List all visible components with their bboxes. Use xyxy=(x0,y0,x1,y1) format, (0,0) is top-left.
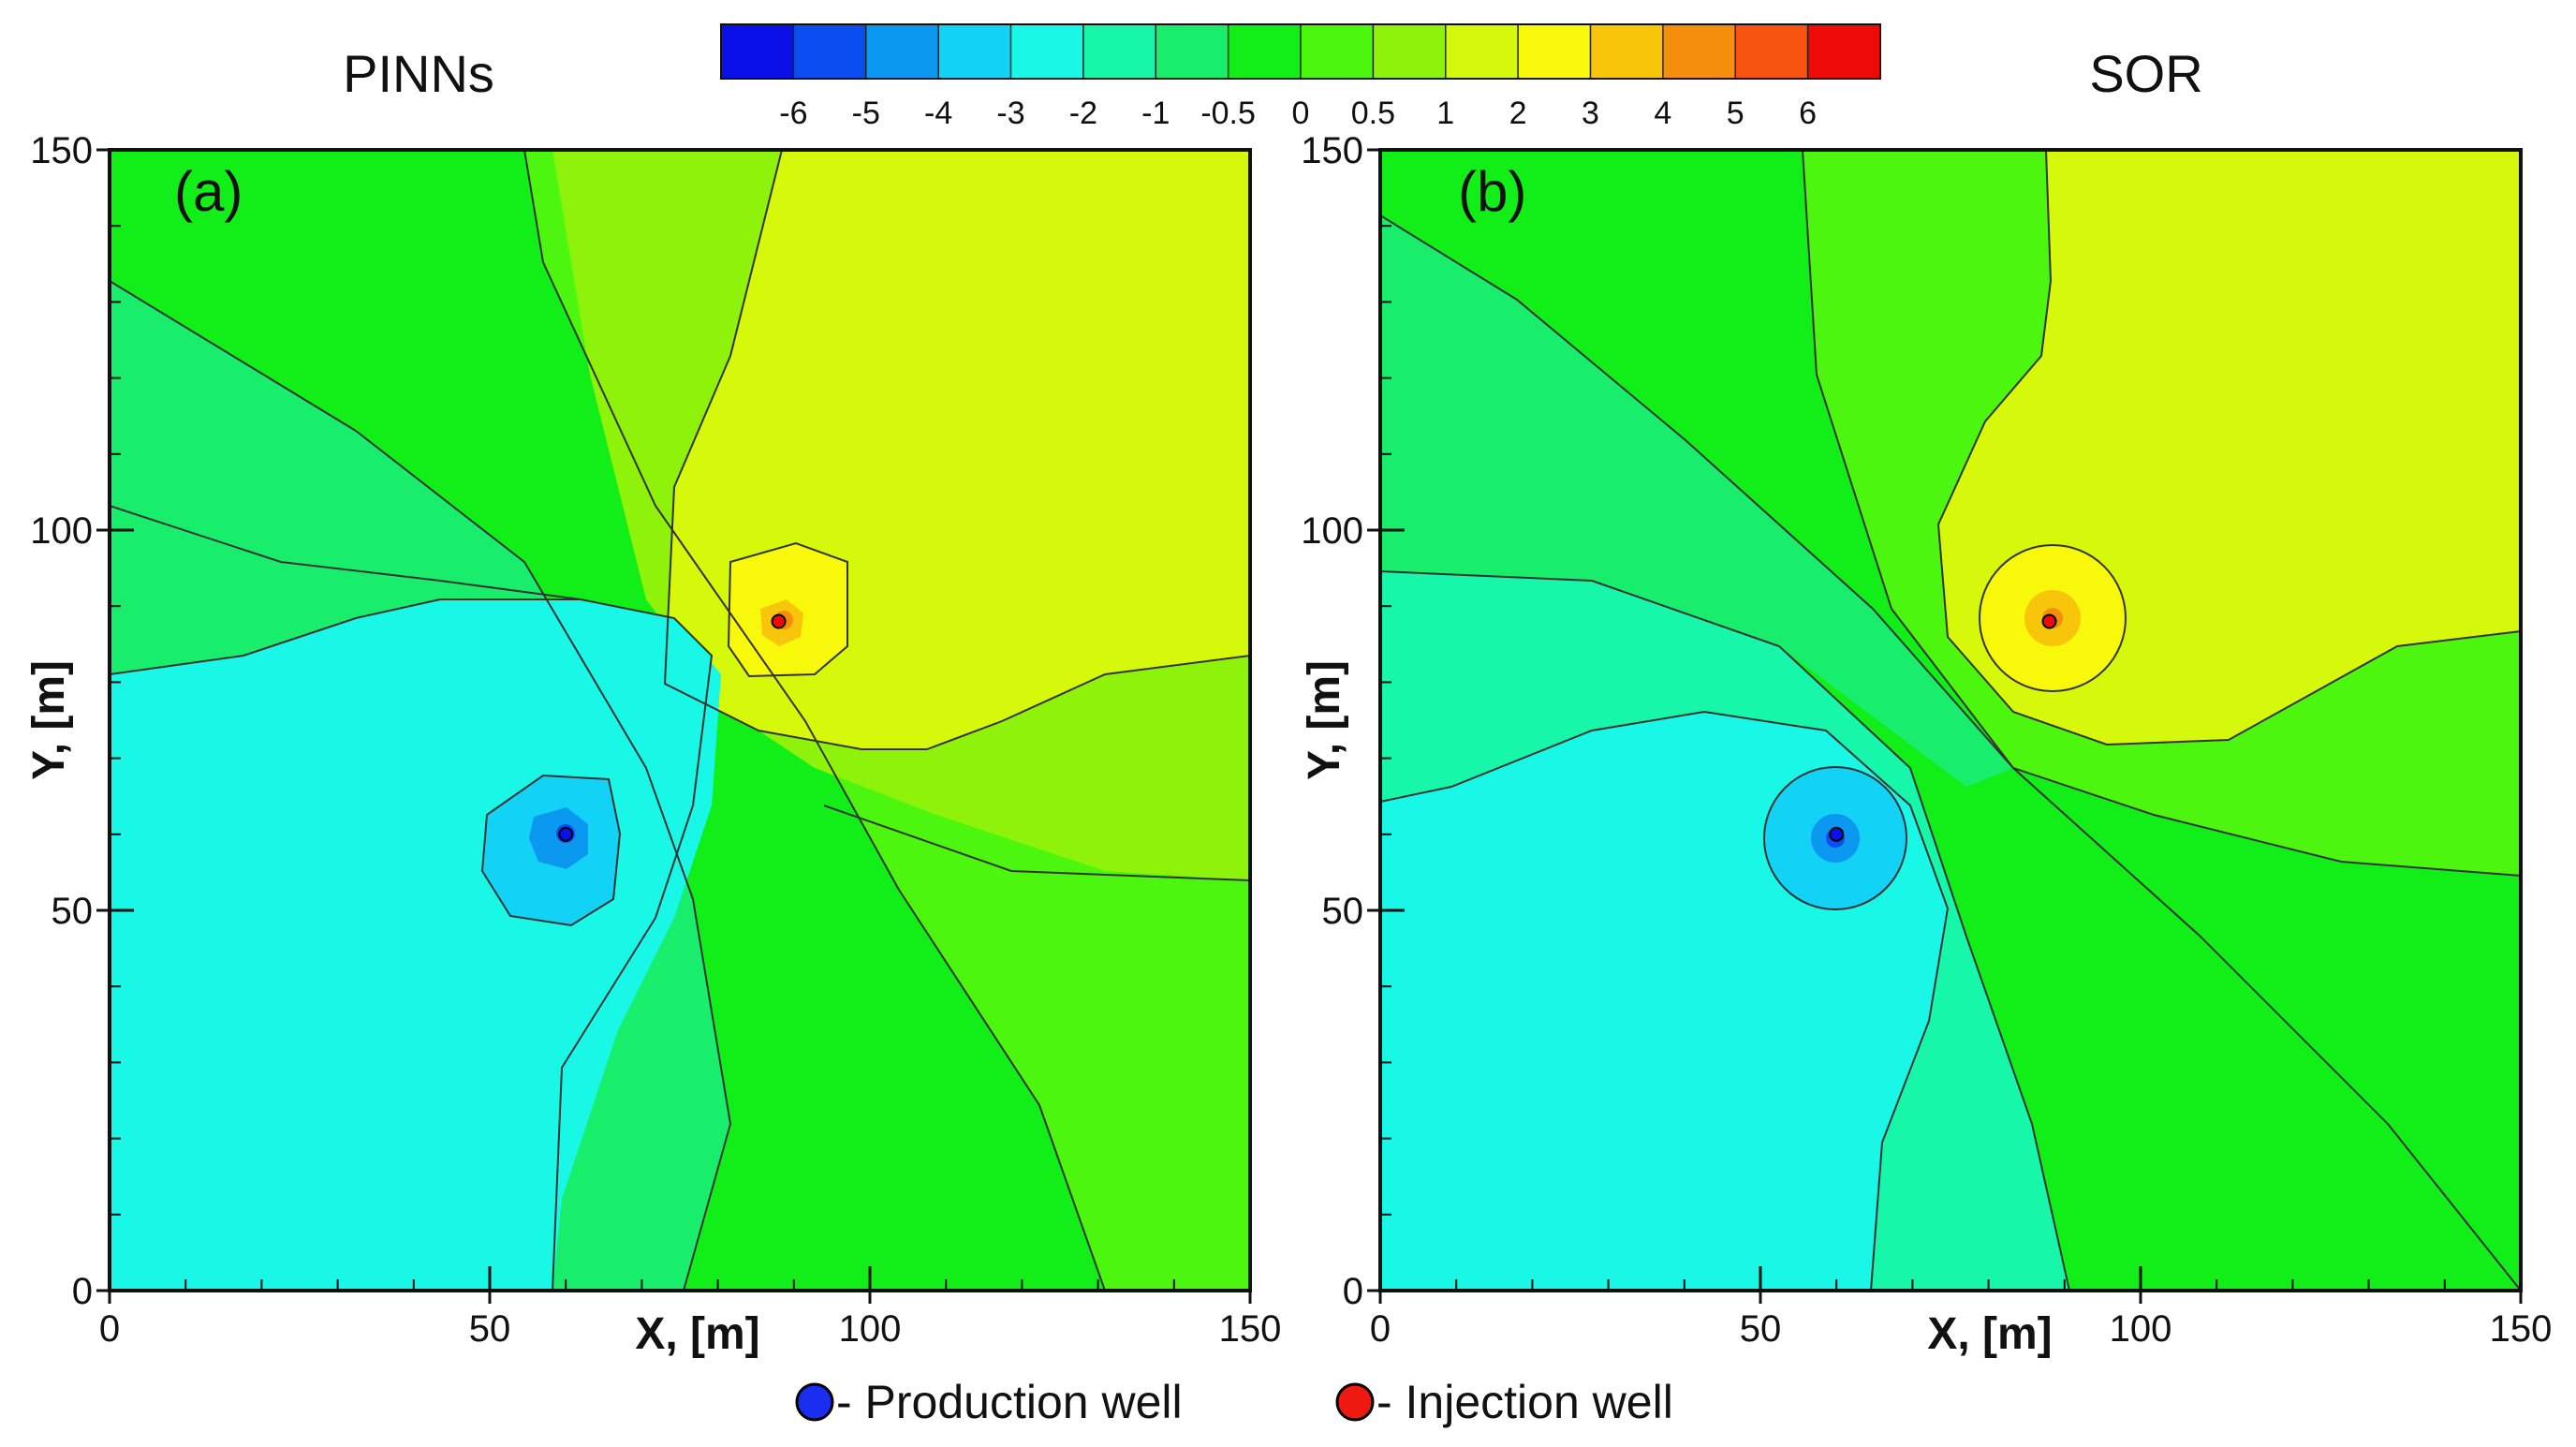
colorbar-segment xyxy=(1228,24,1302,79)
panel-b-y-tick-label: 50 xyxy=(1322,891,1364,932)
colorbar-tick-label: -5 xyxy=(852,96,880,131)
panel-b-title: SOR xyxy=(2089,44,2202,103)
panel-a-production-well xyxy=(558,826,574,842)
panel-a-pinns: (a) 0 50 100 150 0 50 100 150 X, [m] Y, [m] xyxy=(24,130,1281,1359)
colorbar-segment xyxy=(1662,24,1736,79)
colorbar-frame xyxy=(720,23,1881,80)
panel-a-axes: 0 50 100 150 0 50 100 150 xyxy=(30,130,1281,1350)
colorbar-segment xyxy=(1445,24,1519,79)
legend: - Production well - Injection well xyxy=(795,1376,1673,1428)
panel-a-xlabel: X, [m] xyxy=(635,1309,759,1359)
colorbar-segment xyxy=(1735,24,1809,79)
panel-b-x-tick-label: 50 xyxy=(1740,1308,1782,1350)
panel-b-contour-lines xyxy=(1380,150,2521,1291)
panel-a-frame xyxy=(108,148,1252,1292)
panel-a-injection-well xyxy=(771,613,787,629)
production-well-legend-marker xyxy=(795,1382,834,1422)
panel-a-x-tick-label: 100 xyxy=(839,1308,902,1350)
panel-a-y-tick-label: 0 xyxy=(72,1271,93,1312)
panel-b-x-tick-label: 100 xyxy=(2110,1308,2172,1350)
colorbar: -6 -5 -4 -3 -2 -1 -0.5 0 0.5 1 2 3 4 5 6 xyxy=(720,23,1881,131)
colorbar-tick-label: -1 xyxy=(1141,96,1170,131)
colorbar-segment xyxy=(1082,24,1156,79)
panel-a-x-tick-label: 50 xyxy=(469,1308,511,1350)
panel-b-label: (b) xyxy=(1458,160,1526,223)
colorbar-segment xyxy=(1518,24,1591,79)
panel-b-y-tick-label: 150 xyxy=(1301,130,1363,171)
panel-b-y-tick-label: 100 xyxy=(1301,510,1363,552)
injection-well-legend-marker xyxy=(1335,1382,1375,1422)
injection-well-legend-label: - Injection well xyxy=(1376,1376,1673,1428)
panel-a-region-neg-2 xyxy=(110,599,712,1291)
wells-layer xyxy=(558,613,2057,842)
panel-a-contour-lines xyxy=(110,150,1250,1291)
panel-a-y-tick-label: 150 xyxy=(30,130,93,171)
panel-a-title: PINNs xyxy=(343,44,494,103)
panel-a-y-tick-label: 50 xyxy=(52,891,94,932)
colorbar-tick-label: 0 xyxy=(1292,96,1310,131)
colorbar-tick-label: 5 xyxy=(1727,96,1744,131)
colorbar-tick-label: 6 xyxy=(1799,96,1817,131)
colorbar-segment xyxy=(1373,24,1447,79)
colorbar-segment xyxy=(721,24,794,79)
production-well-legend-label: - Production well xyxy=(836,1376,1183,1428)
colorbar-segment xyxy=(1301,24,1374,79)
panel-b-frame xyxy=(1378,148,2523,1292)
colorbar-segment xyxy=(865,24,939,79)
colorbar-segment xyxy=(1590,24,1664,79)
panel-a-label: (a) xyxy=(174,160,243,223)
panel-b-sor: (b) 0 50 100 150 0 50 100 150 X, [m] Y, [m] xyxy=(1300,130,2552,1359)
panel-a-y-tick-label: 100 xyxy=(30,510,93,552)
panel-b-production-well xyxy=(1829,826,1845,842)
colorbar-tick-label: 4 xyxy=(1654,96,1671,131)
colorbar-tick-label: -4 xyxy=(924,96,952,131)
panel-a-x-tick-label: 150 xyxy=(1219,1308,1282,1350)
colorbar-tick-label: -2 xyxy=(1069,96,1097,131)
colorbar-tick-label: -6 xyxy=(779,96,807,131)
colorbar-segment xyxy=(938,24,1011,79)
colorbar-tick-label: 3 xyxy=(1582,96,1599,131)
colorbar-segment xyxy=(1010,24,1084,79)
colorbar-tick-label: 1 xyxy=(1436,96,1454,131)
panel-a-x-tick-label: 0 xyxy=(99,1308,120,1350)
panel-a-ylabel: Y, [m] xyxy=(24,660,74,780)
panel-b-x-tick-label: 150 xyxy=(2490,1308,2553,1350)
panel-b-region-low-0.5 xyxy=(1380,215,2013,787)
colorbar-segment xyxy=(1156,24,1229,79)
panel-b-y-tick-label: 0 xyxy=(1343,1271,1363,1312)
colorbar-tick-label: 2 xyxy=(1509,96,1527,131)
panel-b-axes: 0 50 100 150 0 50 100 150 xyxy=(1301,130,2552,1350)
colorbar-segment xyxy=(1807,24,1881,79)
panel-b-ylabel: Y, [m] xyxy=(1300,660,1349,780)
panel-b-xlabel: X, [m] xyxy=(1927,1309,2052,1359)
colorbar-tick-label: -0.5 xyxy=(1200,96,1256,131)
panel-b-injection-well xyxy=(2041,613,2057,629)
colorbar-tick-label: -3 xyxy=(996,96,1024,131)
colorbar-tick-label: 0.5 xyxy=(1351,96,1395,131)
colorbar-segment xyxy=(793,24,867,79)
panel-b-x-tick-label: 0 xyxy=(1370,1308,1391,1350)
